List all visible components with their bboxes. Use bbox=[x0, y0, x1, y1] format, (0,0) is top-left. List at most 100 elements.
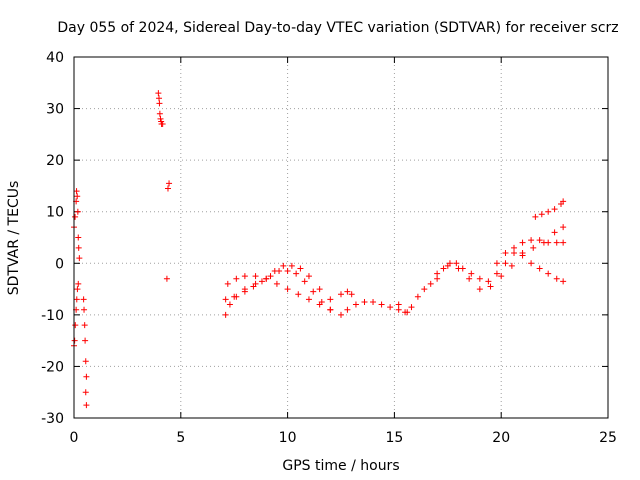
data-point bbox=[252, 273, 259, 280]
data-point bbox=[252, 280, 259, 287]
data-point bbox=[226, 301, 233, 308]
data-point bbox=[528, 260, 535, 267]
data-point bbox=[293, 270, 300, 277]
data-point bbox=[267, 273, 274, 280]
data-point bbox=[402, 309, 409, 316]
data-point bbox=[434, 270, 441, 277]
data-point bbox=[75, 244, 82, 251]
data-point bbox=[352, 301, 359, 308]
data-point bbox=[421, 286, 428, 293]
data-point bbox=[71, 337, 78, 344]
data-point bbox=[511, 249, 518, 256]
data-point bbox=[233, 275, 240, 282]
data-point bbox=[297, 265, 304, 272]
data-point bbox=[156, 110, 163, 117]
data-point bbox=[553, 239, 560, 246]
data-point bbox=[72, 322, 79, 329]
series-sat-late-a bbox=[434, 237, 567, 285]
data-point bbox=[156, 95, 163, 102]
y-tick-label: -20 bbox=[41, 359, 64, 375]
data-point bbox=[73, 188, 80, 195]
data-point bbox=[280, 262, 287, 269]
data-point bbox=[284, 268, 291, 275]
y-tick-label: -10 bbox=[41, 308, 64, 324]
data-point bbox=[476, 275, 483, 282]
data-point bbox=[295, 291, 302, 298]
data-point bbox=[316, 286, 323, 293]
y-tick-label: 10 bbox=[46, 205, 64, 221]
data-point bbox=[551, 229, 558, 236]
data-point bbox=[493, 260, 500, 267]
data-point bbox=[395, 306, 402, 313]
x-tick-label: 20 bbox=[492, 430, 510, 446]
plot-frame bbox=[73, 56, 609, 419]
data-point bbox=[241, 273, 248, 280]
data-point bbox=[166, 180, 173, 187]
y-tick-label: 20 bbox=[46, 153, 64, 169]
data-point bbox=[502, 249, 509, 256]
data-point bbox=[73, 296, 80, 303]
data-point bbox=[466, 275, 473, 282]
x-tick-label: 15 bbox=[385, 430, 403, 446]
data-point bbox=[284, 286, 291, 293]
data-point bbox=[74, 286, 81, 293]
ticks: 0 5 10 15 20 25 -30 -20 -10 0 10 20 30 40 bbox=[41, 50, 617, 446]
x-tick-label: 0 bbox=[70, 430, 79, 446]
data-point bbox=[519, 239, 526, 246]
data-point bbox=[224, 280, 231, 287]
y-tick-label: 30 bbox=[46, 102, 64, 118]
data-points bbox=[71, 90, 567, 409]
data-point bbox=[370, 298, 377, 305]
data-point bbox=[560, 198, 567, 205]
y-tick-label: 0 bbox=[55, 256, 64, 272]
data-point bbox=[74, 208, 81, 215]
data-point bbox=[427, 280, 434, 287]
series-sat-mid-f bbox=[395, 280, 434, 316]
data-point bbox=[395, 301, 402, 308]
series-sat-mid-a bbox=[222, 268, 334, 318]
data-point bbox=[271, 268, 278, 275]
data-point bbox=[545, 208, 552, 215]
x-tick-label: 5 bbox=[176, 430, 185, 446]
data-point bbox=[155, 90, 162, 97]
data-point bbox=[305, 273, 312, 280]
data-point bbox=[81, 306, 88, 313]
series-sat-mid-b bbox=[224, 273, 334, 313]
data-point bbox=[305, 296, 312, 303]
data-point bbox=[468, 270, 475, 277]
data-point bbox=[222, 311, 229, 318]
data-point bbox=[75, 234, 82, 241]
chart-title: Day 055 of 2024, Sidereal Day-to-day VTE… bbox=[57, 20, 618, 36]
data-point bbox=[316, 301, 323, 308]
x-tick-label: 25 bbox=[599, 430, 617, 446]
data-point bbox=[378, 301, 385, 308]
data-point bbox=[540, 239, 547, 246]
data-point bbox=[560, 224, 567, 231]
series-sat-early-c bbox=[80, 296, 90, 380]
data-point bbox=[493, 270, 500, 277]
data-point bbox=[263, 275, 270, 282]
data-point bbox=[83, 402, 90, 409]
series-sat-4h-a bbox=[155, 90, 166, 128]
data-point bbox=[408, 304, 415, 311]
data-point bbox=[444, 262, 451, 269]
data-point bbox=[455, 265, 462, 272]
data-point bbox=[288, 262, 295, 269]
data-point bbox=[508, 262, 515, 269]
data-point bbox=[530, 244, 537, 251]
data-point bbox=[338, 311, 344, 318]
series-sat-mid-c bbox=[222, 262, 334, 303]
data-point bbox=[81, 322, 88, 329]
data-point bbox=[536, 265, 543, 272]
data-point bbox=[502, 260, 509, 267]
data-point bbox=[157, 115, 164, 122]
data-point bbox=[344, 288, 351, 295]
data-point bbox=[327, 306, 334, 313]
x-axis-label: GPS time / hours bbox=[282, 458, 399, 474]
x-tick-label: 10 bbox=[279, 430, 297, 446]
data-point bbox=[231, 293, 238, 300]
series-sat-early-a bbox=[71, 188, 83, 262]
data-point bbox=[476, 286, 483, 293]
y-tick-label: -30 bbox=[41, 411, 64, 427]
data-point bbox=[414, 293, 421, 300]
